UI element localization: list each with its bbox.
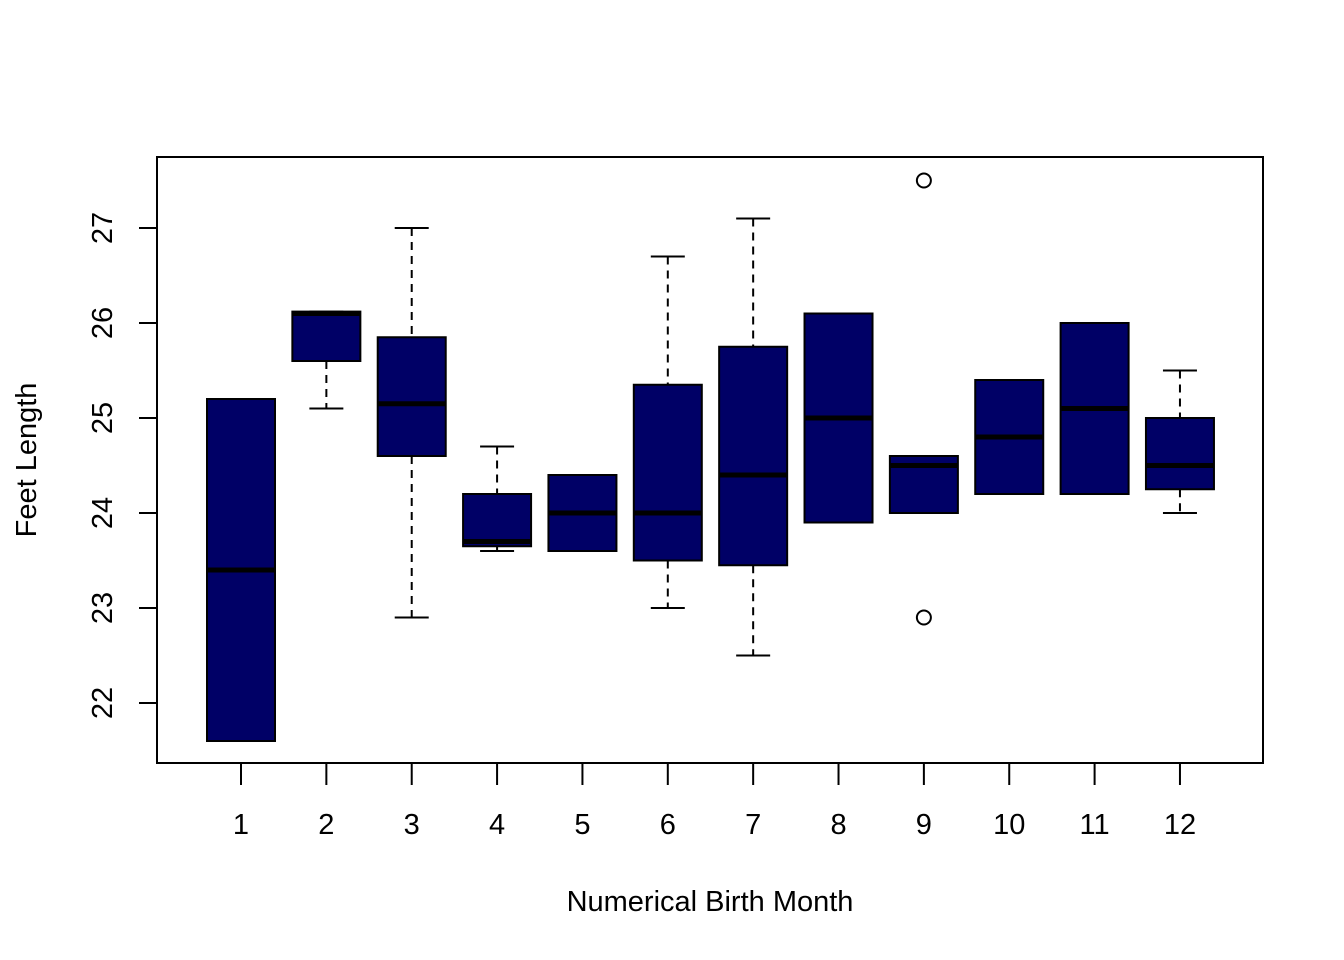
box-group-11: [1059, 322, 1130, 495]
x-tick-label-11: 11: [1080, 809, 1110, 841]
y-axis: 22 23 24 25 26 27: [87, 212, 158, 719]
box-group-4: [462, 445, 533, 552]
box-group-6: [632, 255, 703, 609]
y-tick-label-24: 24: [87, 497, 119, 529]
x-tick-label-3: 3: [404, 809, 420, 841]
box-group-1: [206, 398, 276, 742]
x-tick-label-8: 8: [830, 809, 846, 841]
x-tick-label-4: 4: [489, 809, 505, 841]
x-tick-label-6: 6: [660, 809, 676, 841]
box-group-5: [547, 474, 618, 552]
x-axis-label: Numerical Birth Month: [567, 886, 854, 918]
x-tick-label-5: 5: [574, 809, 590, 841]
box-group-7: [718, 217, 789, 657]
y-tick-label-23: 23: [87, 592, 119, 624]
x-tick-label-9: 9: [916, 809, 932, 841]
y-axis-label: Feet Length: [11, 383, 43, 538]
box-group-2: [291, 310, 362, 410]
boxes-layer: [206, 172, 1215, 742]
box-group-10: [974, 379, 1045, 495]
x-tick-label-7: 7: [745, 809, 761, 841]
box-group-9: [888, 172, 959, 626]
y-tick-label-26: 26: [87, 307, 119, 339]
x-tick-label-10: 10: [993, 809, 1025, 841]
box-12: [1144, 417, 1215, 491]
box-group-8: [803, 312, 874, 524]
y-tick-label-27: 27: [87, 212, 119, 244]
box-4: [462, 493, 533, 548]
outlier-point: [915, 609, 932, 626]
x-tick-label-2: 2: [318, 809, 334, 841]
x-axis: 1 2 3 4 5 6 7 8 9 10 11 12: [233, 762, 1196, 841]
box-6: [632, 383, 703, 562]
x-tick-label-12: 12: [1164, 809, 1196, 841]
y-tick-label-25: 25: [87, 402, 119, 434]
box-7: [718, 345, 789, 567]
y-tick-label-22: 22: [87, 687, 119, 719]
box-group-3: [376, 227, 447, 619]
box-group-12: [1144, 369, 1215, 514]
box-2: [291, 310, 362, 363]
x-tick-label-1: 1: [233, 809, 249, 841]
outlier-point: [915, 172, 932, 189]
box-3: [376, 336, 447, 457]
